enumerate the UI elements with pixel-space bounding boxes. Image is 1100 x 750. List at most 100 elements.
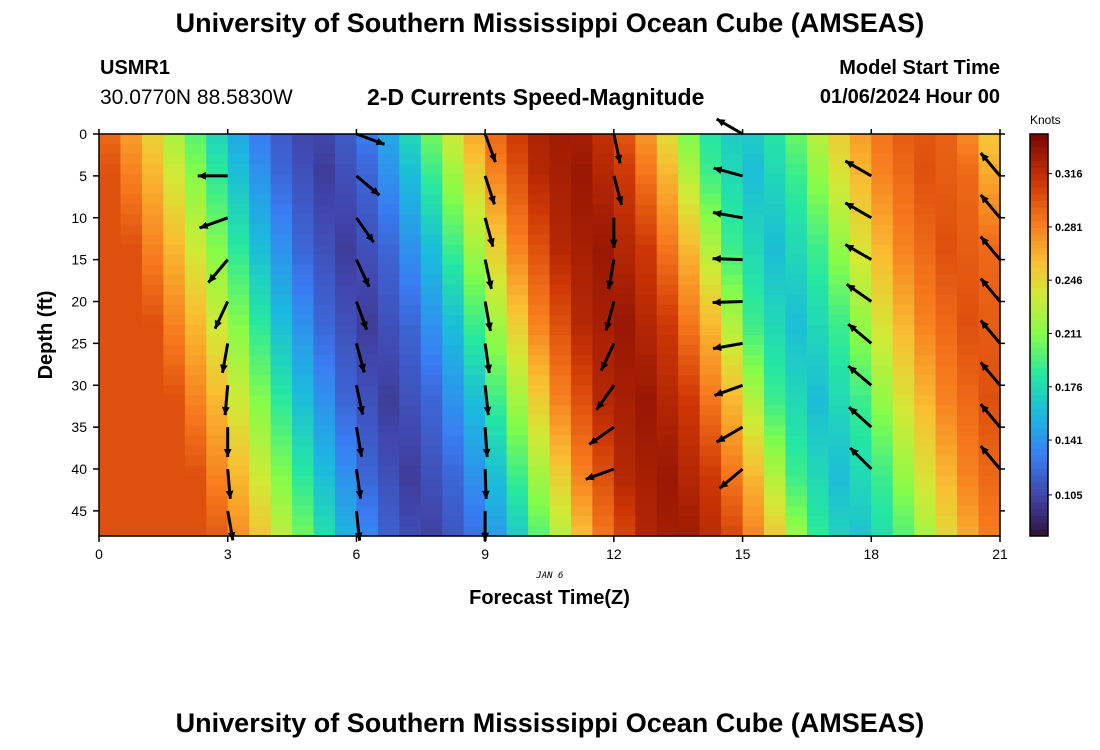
colorbar-segment	[1030, 509, 1048, 517]
heatmap-cell	[442, 445, 465, 457]
heatmap-cell	[914, 525, 937, 537]
heatmap-cell	[141, 294, 164, 306]
heatmap-cell	[978, 214, 1001, 226]
heatmap-cell	[528, 455, 551, 467]
heatmap-cell	[871, 445, 894, 457]
heatmap-cell	[292, 224, 315, 236]
heatmap-cell	[463, 395, 486, 406]
heatmap-cell	[99, 395, 122, 406]
current-vector	[483, 133, 497, 163]
heatmap-cell	[978, 224, 1001, 236]
heatmap-cell	[377, 495, 400, 507]
heatmap-cell	[292, 405, 315, 416]
heatmap-cell	[206, 365, 229, 376]
heatmap-cell	[957, 314, 980, 326]
heatmap-cell	[678, 264, 701, 276]
heatmap-cell	[99, 174, 122, 185]
heatmap-cell	[656, 475, 679, 487]
heatmap-cell	[206, 324, 229, 336]
heatmap-cell	[892, 335, 915, 346]
heatmap-cell	[721, 445, 744, 457]
heatmap-cell	[849, 415, 872, 427]
heatmap-cell	[678, 304, 701, 316]
heatmap-cell	[463, 415, 486, 427]
heatmap-cell	[356, 495, 379, 507]
heatmap-cell	[420, 154, 443, 165]
heatmap-cell	[356, 485, 379, 497]
heatmap-cell	[206, 204, 229, 215]
heatmap-cell	[656, 254, 679, 266]
heatmap-cell	[249, 345, 272, 356]
heatmap-cell	[549, 244, 572, 256]
heatmap-cell	[613, 204, 636, 215]
vector-head	[713, 210, 722, 218]
heatmap-cell	[806, 234, 829, 246]
heatmap-cell	[270, 455, 293, 467]
heatmap-cell	[935, 264, 958, 276]
plot-frame	[98, 133, 1001, 537]
heatmap-cell	[699, 294, 722, 306]
heatmap-cell	[377, 395, 400, 406]
heatmap-cell	[356, 144, 379, 155]
heatmap-cell	[506, 515, 529, 527]
heatmap-cell	[184, 304, 207, 316]
heatmap-cell	[141, 304, 164, 316]
heatmap-cell	[806, 224, 829, 236]
current-vector	[599, 342, 616, 372]
heatmap-cell	[292, 465, 315, 477]
heatmap-cell	[978, 314, 1001, 326]
heatmap-cell	[806, 144, 829, 155]
heatmap-cell	[141, 254, 164, 266]
heatmap-cell	[377, 274, 400, 286]
heatmap-cell	[721, 525, 744, 537]
heatmap-cell	[742, 214, 765, 226]
heatmap-cell	[656, 244, 679, 256]
heatmap-cell	[528, 475, 551, 487]
heatmap-cell	[163, 515, 186, 527]
y-tick-label: 30	[71, 377, 87, 393]
heatmap-cell	[549, 254, 572, 266]
heatmap-cell	[828, 274, 851, 286]
heatmap-cell	[99, 525, 122, 537]
heatmap-cell	[528, 445, 551, 457]
heatmap-cell	[270, 224, 293, 236]
heatmap-cell	[313, 345, 336, 356]
heatmap-cell	[957, 144, 980, 155]
heatmap-cell	[978, 455, 1001, 467]
heatmap-cell	[334, 214, 358, 226]
heatmap-cell	[957, 495, 980, 507]
heatmap-cell	[184, 405, 207, 416]
current-vector	[849, 446, 873, 471]
heatmap-cell	[978, 254, 1001, 266]
heatmap-cell	[914, 224, 937, 236]
heatmap-cell	[892, 385, 915, 396]
heatmap-cell	[292, 174, 315, 185]
current-vector	[718, 467, 744, 490]
heatmap-cell	[141, 395, 164, 406]
heatmap-cell	[206, 435, 229, 447]
footer-title: University of Southern Mississippi Ocean…	[175, 708, 925, 738]
heatmap-cell	[377, 355, 400, 366]
heatmap-cell	[849, 214, 872, 226]
heatmap-cell	[377, 174, 400, 185]
vector-head	[596, 400, 605, 410]
heatmap-cell	[99, 254, 122, 266]
heatmap-cell	[785, 174, 808, 185]
heatmap-cell	[528, 375, 551, 386]
heatmap-cell	[806, 415, 829, 427]
heatmap-cell	[141, 154, 164, 165]
heatmap-cell	[313, 435, 336, 447]
heatmap-cell	[292, 435, 315, 447]
heatmap-cell	[570, 144, 593, 155]
heatmap-cell	[506, 495, 529, 507]
x-tick-label: 18	[863, 546, 879, 562]
vector-head	[848, 324, 857, 333]
heatmap-cell	[292, 395, 315, 406]
heatmap-cell	[227, 515, 250, 527]
heatmap-cell	[635, 204, 658, 215]
heatmap-cell	[849, 174, 872, 185]
heatmap-cell	[313, 365, 336, 376]
heatmap-cell	[334, 365, 358, 376]
heatmap-cell	[463, 425, 486, 437]
heatmap-cell	[935, 365, 958, 376]
